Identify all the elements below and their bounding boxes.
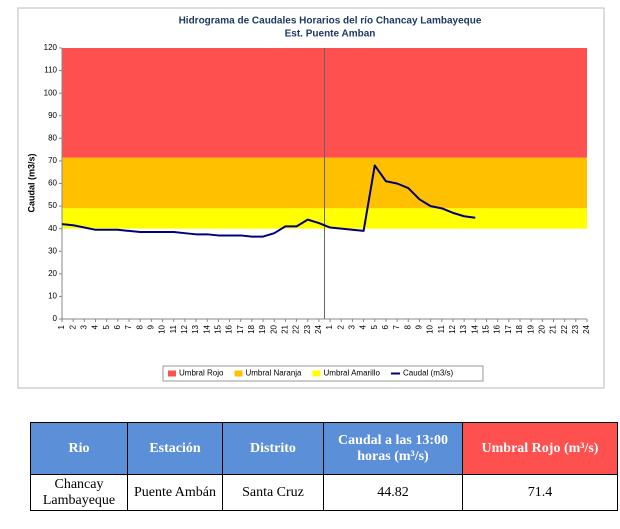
x-tick-label: 5 [102,324,111,329]
x-tick-label: 15 [213,324,222,333]
x-tick-label: 20 [269,324,278,333]
cell: 44.82 [323,474,463,511]
y-tick-label: 120 [44,43,58,52]
y-tick-label: 0 [53,314,58,323]
x-tick-label: 1 [325,324,334,329]
x-tick-label: 2 [68,324,77,329]
x-tick-label: 21 [549,324,558,333]
legend-label: Umbral Amarillo [324,369,381,378]
chart: Hidrograma de Caudales Horarios del río … [17,7,605,389]
x-tick-label: 2 [336,324,345,329]
x-tick-label: 7 [124,324,133,329]
x-tick-label: 15 [482,324,491,333]
header-cell: Rio [30,422,128,475]
x-tick-label: 16 [493,324,502,333]
x-tick-label: 14 [470,324,479,333]
cell: Chancay Lambayeque [30,474,128,511]
header-cell: Umbral Rojo (m³/s) [462,422,618,475]
y-tick-label: 80 [48,133,57,142]
x-tick-label: 5 [370,324,379,329]
x-tick-label: 3 [348,324,357,329]
y-tick-label: 20 [48,269,57,278]
x-tick-label: 6 [113,324,122,329]
x-tick-label: 4 [359,324,368,329]
x-tick-label: 24 [314,324,323,333]
x-tick-label: 24 [582,324,591,333]
x-tick-label: 13 [191,324,200,333]
y-tick-label: 60 [48,179,57,188]
cell: Santa Cruz [222,474,324,511]
x-tick-label: 12 [448,324,457,333]
x-tick-label: 21 [281,324,290,333]
x-tick-label: 9 [146,324,155,329]
table-header: Rio Estación Distrito Caudal a las 13:00… [30,422,618,475]
legend-label: Umbral Rojo [179,369,224,378]
legend [162,365,484,382]
x-tick-label: 23 [571,324,580,333]
y-tick-label: 10 [48,292,57,301]
x-tick-label: 7 [392,324,401,329]
x-tick-label: 3 [79,324,88,329]
x-tick-label: 10 [158,324,167,333]
x-tick-label: 14 [202,324,211,333]
x-tick-label: 19 [258,324,267,333]
header-cell: Estación [127,422,223,475]
x-tick-label: 22 [292,324,301,333]
y-tick-label: 110 [44,66,57,75]
chart-subtitle: Est. Puente Amban [285,29,376,40]
x-tick-label: 12 [180,324,189,333]
y-axis-title: Caudal (m3/s) [26,153,36,212]
cell: Puente Ambán [127,474,223,511]
x-tick-label: 1 [57,324,66,329]
y-tick-label: 70 [48,156,57,165]
y-tick-label: 100 [44,88,58,97]
legend-swatch [168,370,176,377]
x-tick-label: 11 [437,324,446,333]
x-tick-label: 22 [560,324,569,333]
x-tick-label: 4 [91,324,100,329]
x-tick-label: 20 [537,324,546,333]
y-tick-label: 30 [48,246,57,255]
x-tick-label: 18 [515,324,524,333]
table-row: Chancay Lambayeque Puente Ambán Santa Cr… [30,474,618,511]
legend-label: Umbral Naranja [245,369,302,378]
chart-title: Hidrograma de Caudales Horarios del río … [179,16,482,27]
x-tick-label: 17 [236,324,245,333]
x-tick-label: 16 [225,324,234,333]
x-tick-label: 19 [526,324,535,333]
legend-swatch [312,370,321,377]
y-tick-label: 40 [48,224,57,233]
x-tick-label: 8 [403,324,412,329]
x-tick-label: 17 [504,324,513,333]
header-cell: Distrito [222,422,324,475]
x-tick-label: 6 [381,324,390,329]
x-tick-label: 10 [426,324,435,333]
x-tick-label: 8 [135,324,144,329]
x-tick-label: 11 [169,324,178,333]
x-tick-label: 18 [247,324,256,333]
x-tick-label: 23 [303,324,312,333]
header-cell: Caudal a las 13:00 horas (m³/s) [323,422,463,475]
y-tick-label: 90 [48,111,57,120]
summary-table: Rio Estación Distrito Caudal a las 13:00… [30,422,618,511]
x-tick-label: 9 [415,324,424,329]
cell: 71.4 [462,474,618,511]
legend-swatch [234,370,243,377]
series-line [61,164,476,238]
y-tick-label: 50 [48,201,57,210]
x-tick-label: 13 [459,324,468,333]
legend-label: Caudal (m3/s) [403,369,454,378]
